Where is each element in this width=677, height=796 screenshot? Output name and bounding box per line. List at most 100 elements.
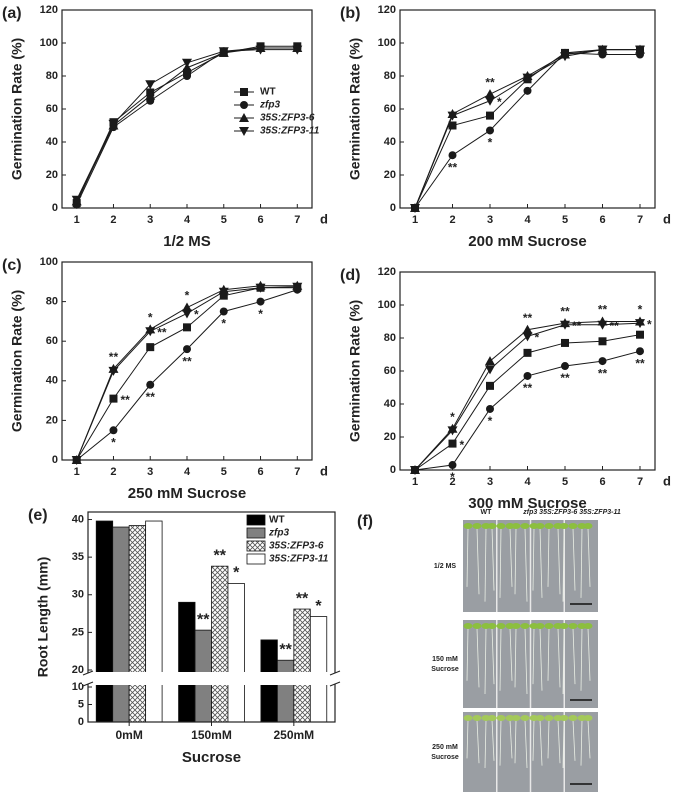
x-tick-label: 5 [221,466,227,478]
data-point [447,111,458,121]
legend-swatch [246,527,266,539]
significance-label: ** [448,160,458,174]
root [499,527,502,598]
data-point [522,324,533,334]
data-point [597,45,608,55]
significance-label: ** [197,611,210,628]
significance-label: ** [572,319,582,333]
root [524,627,528,695]
cotyledon [472,623,482,629]
x-tick-label: 3 [487,476,493,488]
x-tick-label: 4 [524,214,531,226]
x-tick-label: 2 [110,466,116,478]
cotyledon [496,523,506,529]
y-tick-label: 0 [52,454,58,466]
cotyledon [472,523,482,529]
data-point [448,461,457,470]
data-point [145,80,156,90]
root [562,527,565,602]
root [499,627,502,691]
root [562,627,565,695]
bar [309,616,328,723]
data-point [255,283,266,293]
root [484,527,487,602]
data-point [635,319,645,329]
root [491,719,495,761]
root [509,627,513,681]
data-point [523,348,532,357]
significance-label: * [194,308,199,322]
data-point [447,426,458,436]
root [557,719,561,764]
y-axis-title: Germination Rate (%) [9,38,25,180]
root [539,527,543,598]
cotyledon [487,715,497,721]
y-tick-label: 25 [72,626,84,638]
root [547,527,550,587]
data-point [410,466,420,475]
data-point [486,381,494,390]
significance-label: * [148,310,153,324]
x-tick-label: 2 [449,214,455,226]
data-point [108,366,119,376]
bar [95,520,114,723]
y-tick-label: 120 [378,4,396,16]
root [557,527,561,595]
y-tick-label: 100 [378,37,396,49]
cotyledon [496,715,506,721]
root [557,627,561,688]
y-tick-label: 20 [46,414,58,426]
cotyledon [496,623,506,629]
root [532,527,535,591]
root [547,719,550,759]
root [562,719,565,769]
y-tick-label: 40 [46,136,58,148]
x-tick-label: 2 [449,476,455,488]
axis-break-mark [82,681,94,687]
legend-label: 35S:ZFP3-11 [260,126,320,137]
significance-label: ** [523,381,533,395]
x-tick-label: 7 [294,466,300,478]
legend-swatch [246,514,266,526]
y-tick-label: 80 [384,70,396,82]
data-point [561,338,569,347]
y-tick-label: 0 [52,202,58,214]
significance-label: * [460,438,465,452]
data-point [485,365,495,375]
significance-label: * [233,565,240,582]
row-label: 250 mM Sucrose [431,744,459,761]
y-tick-label: 80 [46,296,58,308]
cotyledon [472,715,482,721]
significance-label: ** [560,304,570,318]
significance-label: * [638,303,643,317]
bar [178,601,196,723]
cotyledon [463,715,473,721]
significance-label: ** [635,356,645,370]
root [491,627,495,685]
axis-break-mark [82,670,94,676]
y-tick-label: 60 [384,365,396,377]
y-tick-label: 80 [46,70,58,82]
significance-label: ** [523,311,533,325]
x-tick-label: 3 [147,466,153,478]
data-point [636,330,644,339]
y-axis-title: Germination Rate (%) [347,300,363,442]
cotyledon [535,715,545,721]
x-tick-label: 150mM [191,728,232,742]
data-point [635,45,645,55]
data-point [598,357,607,366]
cotyledon [520,523,530,529]
y-axis-title: Germination Rate (%) [9,290,25,432]
y-tick-label: 20 [384,431,396,443]
legend-label: WT [260,87,276,98]
data-point [598,337,607,346]
legend-marker [240,88,248,96]
x-unit: d [320,463,328,478]
data-point [109,394,118,403]
data-point [522,332,533,342]
root [572,627,576,685]
data-point [108,119,119,129]
data-point [183,323,191,332]
x-axis-title: 250 mM Sucrose [128,485,246,502]
